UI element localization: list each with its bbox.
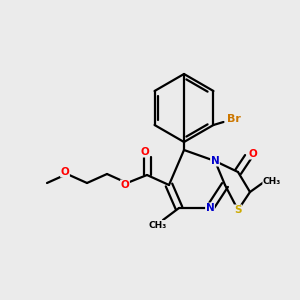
Text: O: O xyxy=(141,147,149,157)
Text: CH₃: CH₃ xyxy=(263,178,281,187)
Text: CH₃: CH₃ xyxy=(149,220,167,230)
Text: N: N xyxy=(206,203,214,213)
Text: S: S xyxy=(234,205,242,215)
Text: O: O xyxy=(61,167,69,177)
Text: Br: Br xyxy=(226,114,240,124)
Text: O: O xyxy=(121,180,129,190)
Text: N: N xyxy=(211,156,219,166)
Text: O: O xyxy=(249,149,257,159)
